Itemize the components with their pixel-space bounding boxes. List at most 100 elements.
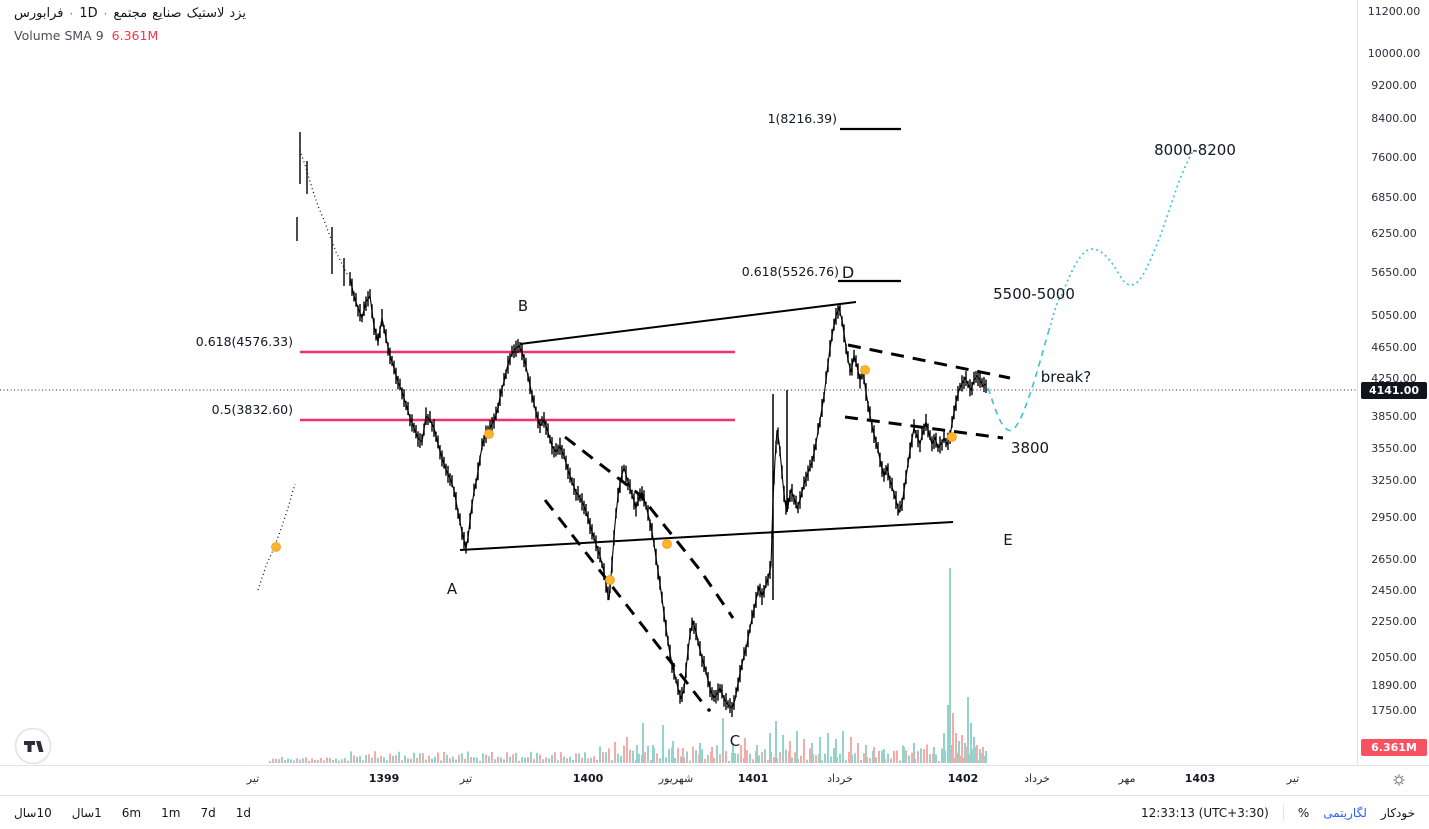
wave-letter-B[interactable]: B (518, 297, 528, 315)
volume-bar (652, 745, 654, 763)
fib-retracement[interactable]: 0.618(4576.33) 0.5(3832.60) (196, 334, 735, 422)
volume-bar (542, 759, 544, 763)
wave-letter-C[interactable]: C (730, 732, 740, 750)
volume-bar (824, 753, 826, 763)
volume-bar (699, 743, 701, 763)
yellow-marker-dot[interactable] (271, 542, 281, 552)
tradingview-logo[interactable] (14, 727, 52, 765)
volume-series (269, 568, 987, 763)
volume-indicator-row[interactable]: Volume SMA 9 6.361M (14, 28, 246, 43)
fib-extension[interactable]: 1(8216.39) 0.618(5526.76) (742, 111, 901, 283)
volume-bar (341, 759, 343, 763)
volume-bar (272, 758, 274, 763)
volume-bar (347, 760, 349, 763)
volume-bar (572, 759, 574, 763)
log-scale-button[interactable]: لگاریتمی (1323, 806, 1367, 820)
volume-bar (407, 758, 409, 763)
percent-scale-button[interactable]: % (1297, 806, 1310, 820)
volume-bar (848, 751, 850, 763)
volume-bar (377, 757, 379, 763)
volume-bar (677, 748, 679, 763)
wave-letter-E[interactable]: E (1003, 531, 1012, 549)
price-tick-label: 6850.00 (1371, 191, 1417, 204)
dashed-channel-line[interactable] (847, 343, 1011, 380)
range-button-1y[interactable]: 1سال (71, 806, 102, 820)
marker-dots[interactable] (271, 365, 957, 585)
volume-bar (656, 753, 658, 763)
volume-bar (575, 753, 577, 763)
volume-bar (617, 753, 619, 763)
volume-bar (392, 755, 394, 763)
volume-bar (278, 759, 280, 763)
target-annotation[interactable]: break? (1041, 368, 1091, 386)
wave-letter-D[interactable]: D (842, 263, 854, 282)
target-annotation[interactable]: 8000-8200 (1154, 141, 1236, 159)
volume-bar (923, 749, 925, 763)
dashed-channel-line[interactable] (543, 499, 707, 707)
volume-bar (830, 756, 832, 763)
clock-display[interactable]: 12:33:13 (UTC+3:30) (1140, 806, 1269, 820)
price-axis[interactable]: 4141.00 6.361M 11200.00 10000.00 9200.00 84… (1357, 0, 1429, 765)
volume-bar (722, 718, 724, 763)
volume-bar (329, 757, 331, 763)
target-annotation[interactable]: 5500-5000 (993, 285, 1075, 303)
price-tick-label: 2050.00 (1371, 651, 1417, 664)
time-axis[interactable]: تیر 1399 تیر 1400 شهریور 1401 خرداد 1402 خرداد مه… (0, 765, 1429, 796)
time-tick-label: 1399 (368, 772, 400, 785)
volume-bar (539, 754, 541, 763)
annotations[interactable]: A B C D E 8000-8200 5500-5000 break? 3800 (447, 141, 1236, 750)
volume-bar (769, 733, 771, 763)
dashed-channel-line[interactable] (564, 435, 735, 619)
symbol-legend-row[interactable]: فرابورس · 1D · مجتمع صنایع لاستیک یزد (14, 6, 246, 21)
volume-bar (314, 759, 316, 763)
volume-bar (881, 750, 883, 763)
fib-level-label: 0.5(3832.60) (212, 402, 293, 417)
range-button-7d[interactable]: 7d (200, 806, 216, 820)
volume-bar (680, 756, 682, 763)
yellow-marker-dot[interactable] (662, 539, 672, 549)
volume-bar (933, 747, 935, 763)
yellow-marker-dot[interactable] (947, 432, 957, 442)
price-tick-label: 11200.00 (1367, 5, 1421, 18)
volume-bar (964, 743, 966, 763)
chart-pane[interactable]: 0.618(4576.33) 0.5(3832.60) 1(8216.39) 0.61… (0, 0, 1357, 765)
volume-bar (326, 757, 328, 763)
range-button-1m[interactable]: 1m (161, 806, 181, 820)
yellow-marker-dot[interactable] (605, 575, 615, 585)
wave-letter-A[interactable]: A (447, 580, 458, 598)
target-annotation[interactable]: 3800 (1011, 439, 1049, 457)
volume-bar (686, 751, 688, 763)
logo-v-shape (36, 741, 44, 752)
interval-label: 1D (79, 6, 98, 21)
range-button-6m[interactable]: 6m (121, 806, 142, 820)
projection-path[interactable] (1048, 150, 1194, 331)
auto-scale-button[interactable]: خودکار (1380, 806, 1415, 820)
yellow-marker-dot[interactable] (484, 429, 494, 439)
trendlines[interactable] (459, 301, 954, 551)
volume-bar (284, 760, 286, 763)
volume-bar (970, 723, 972, 763)
volume-bar (740, 745, 742, 763)
volume-bar (682, 748, 684, 763)
volume-bar (809, 748, 811, 763)
volume-bar (404, 755, 406, 763)
volume-bar (383, 757, 385, 763)
chart-legend: فرابورس · 1D · مجتمع صنایع لاستیک یزد Volum… (14, 6, 246, 43)
projection-curve[interactable] (987, 150, 1194, 432)
price-tick-label: 5050.00 (1371, 309, 1417, 322)
volume-bar (419, 753, 421, 763)
trendline[interactable] (519, 301, 857, 345)
volume-bar (488, 756, 490, 763)
range-button-1d[interactable]: 1d (235, 806, 251, 820)
price-tick-label: 8400.00 (1371, 112, 1417, 125)
chart-canvas[interactable]: 0.618(4576.33) 0.5(3832.60) 1(8216.39) 0.61… (0, 0, 1357, 765)
axis-settings-gear-icon[interactable] (1391, 772, 1407, 788)
volume-bar (515, 752, 517, 763)
volume-bar (973, 737, 975, 763)
fib-extension-label: 0.618(5526.76) (742, 264, 839, 279)
yellow-marker-dot[interactable] (860, 365, 870, 375)
trendline[interactable] (459, 521, 954, 551)
range-button-10y[interactable]: 10سال (14, 806, 52, 820)
toolbar-right-group: 12:33:13 (UTC+3:30) % لگاریتمی خودکار (1141, 805, 1429, 821)
volume-bar (719, 753, 721, 763)
